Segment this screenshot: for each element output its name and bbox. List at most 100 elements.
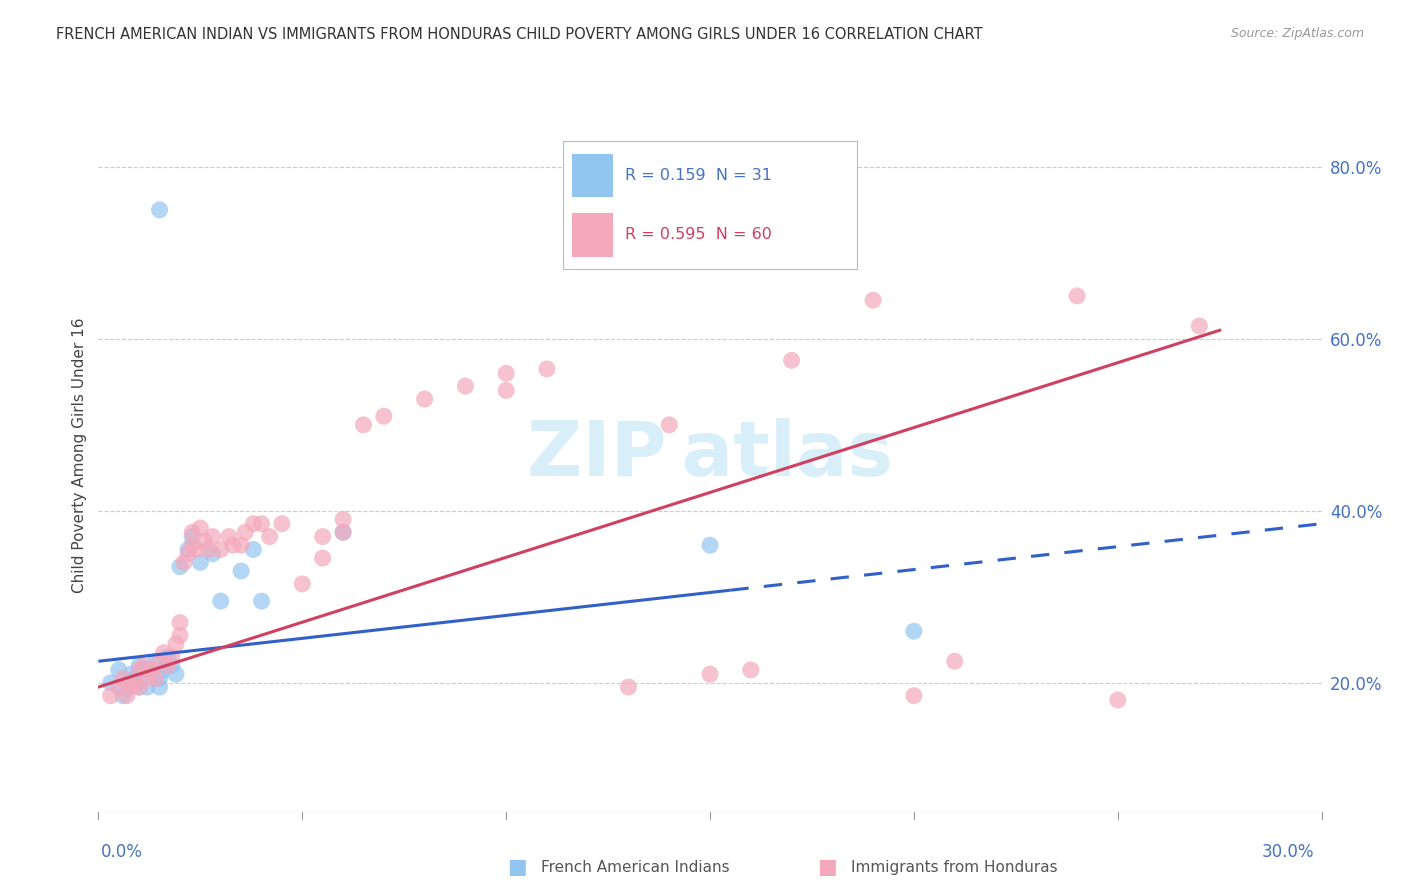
Point [291,577,314,591]
Point [242,542,264,557]
Point [250,594,273,608]
Point [169,559,191,574]
Point [100,689,122,703]
Point [108,663,131,677]
Point [124,672,146,686]
Point [699,538,721,552]
Point [270,516,294,531]
Point [169,628,191,642]
Point [120,680,142,694]
Point [181,538,204,552]
Point [413,392,436,406]
Point [373,409,395,424]
Point [177,547,200,561]
Point [495,384,517,398]
Text: ■: ■ [508,857,527,877]
Point [111,672,134,686]
Point [149,654,172,668]
Point [100,675,122,690]
Point [209,594,232,608]
Point [862,293,884,308]
Point [173,555,195,569]
Point [152,663,174,677]
Point [201,547,224,561]
Point [495,366,517,380]
Point [740,663,762,677]
Point [141,667,163,681]
Point [128,680,150,694]
Point [658,417,681,432]
Point [1066,289,1088,303]
Point [1107,693,1129,707]
Point [186,542,208,557]
Text: ■: ■ [817,857,837,877]
Point [332,512,354,526]
Point [145,654,167,668]
Point [152,646,174,660]
Point [201,530,224,544]
Point [132,658,155,673]
Point [149,672,172,686]
Point [181,525,204,540]
Point [149,680,172,694]
Point [218,530,240,544]
Point [160,650,183,665]
Point [136,672,159,686]
Point [128,680,150,694]
Point [181,530,204,544]
Point [699,667,721,681]
Y-axis label: Child Poverty Among Girls Under 16: Child Poverty Among Girls Under 16 [72,318,87,592]
Point [165,637,187,651]
Point [188,521,212,535]
Point [115,680,138,694]
Point [250,516,273,531]
Point [156,650,179,665]
Point [128,663,150,677]
Point [259,530,281,544]
Point [145,672,167,686]
Point [536,362,558,376]
Text: French American Indians: French American Indians [541,860,730,874]
Text: Source: ZipAtlas.com: Source: ZipAtlas.com [1230,27,1364,40]
Point [141,663,163,677]
Point [231,564,253,578]
Point [780,353,803,368]
Point [108,680,131,694]
Point [943,654,966,668]
Point [136,680,159,694]
Text: 0.0%: 0.0% [101,843,143,861]
Point [149,202,172,217]
Point [197,542,219,557]
Point [193,533,215,548]
Point [165,667,187,681]
Point [903,689,925,703]
Point [332,525,354,540]
Point [352,417,374,432]
Point [132,663,155,677]
Text: ZIP atlas: ZIP atlas [527,418,893,491]
Point [242,516,264,531]
Text: FRENCH AMERICAN INDIAN VS IMMIGRANTS FROM HONDURAS CHILD POVERTY AMONG GIRLS UND: FRENCH AMERICAN INDIAN VS IMMIGRANTS FRO… [56,27,983,42]
Point [160,658,183,673]
Point [454,379,477,393]
Point [209,542,232,557]
Point [120,667,142,681]
Point [115,689,138,703]
Point [903,624,925,639]
Text: 30.0%: 30.0% [1263,843,1315,861]
Point [156,658,179,673]
Point [233,525,256,540]
Point [332,525,354,540]
Point [1188,318,1211,333]
Point [128,658,150,673]
Point [177,542,200,557]
Point [169,615,191,630]
Point [312,551,335,566]
Point [111,689,134,703]
Point [231,538,253,552]
Point [312,530,335,544]
Text: Immigrants from Honduras: Immigrants from Honduras [851,860,1057,874]
Point [617,680,640,694]
Point [124,675,146,690]
Point [188,555,212,569]
